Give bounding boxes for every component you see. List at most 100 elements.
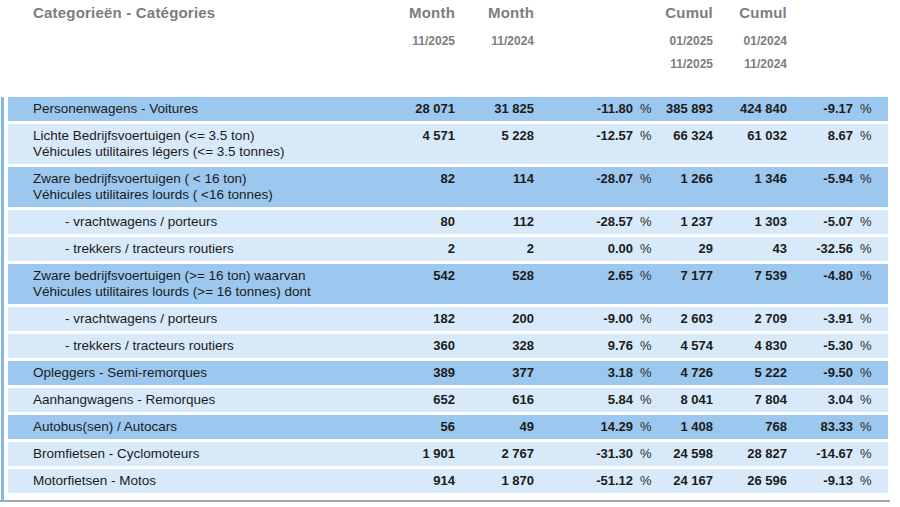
column-header-percent-spacer [633,0,650,97]
cumul-current-value: 4 574 [650,338,713,354]
table-header: Categorieën - Catégories Month 11/2025 M… [8,0,900,97]
month-change-percent-value: -51.12 [534,473,633,489]
month-current-value: 56 [356,419,455,435]
percent-symbol: % [853,473,880,489]
percent-symbol: % [853,101,880,117]
month-current-value: 80 [356,214,455,230]
percent-symbol: % [633,268,650,284]
cumul-change-percent-value: -9.17 [787,101,853,117]
cumul-change-percent-value: 8.67 [787,128,853,144]
category-column-title: Categorieën - Catégories [8,4,356,21]
cumul-current-title: Cumul [650,4,713,21]
cumul-previous-value: 1 346 [713,171,787,187]
month-change-percent-value: 14.29 [534,419,633,435]
percent-symbol: % [633,338,650,354]
cumul-current-value: 29 [650,241,713,257]
cumul-previous-value: 4 830 [713,338,787,354]
table-row: Lichte Bedrijfsvoertuigen (<= 3.5 ton)Vé… [8,124,888,164]
month-current-value: 2 [356,241,455,257]
table-row: - vrachtwagens / porteurs 80 112 -28.57 … [8,210,888,234]
month-change-percent-value: -31.30 [534,446,633,462]
month-current-value: 4 571 [356,128,455,144]
month-current-value: 542 [356,268,455,284]
table-row: Bromfietsen - Cyclomoteurs 1 901 2 767 -… [8,442,888,466]
column-header-cumul-change-spacer [787,0,853,97]
row-label-line: Véhicules utilitaires légers (<= 3.5 ton… [33,144,356,160]
column-header-month-current: Month 11/2025 [356,0,455,97]
month-change-percent-value: 2.65 [534,268,633,284]
row-label-line: Véhicules utilitaires lourds ( <16 tonne… [33,187,356,203]
row-label-line: Autobus(sen) / Autocars [33,419,356,435]
percent-symbol: % [633,473,650,489]
month-change-percent-value: -11.80 [534,101,633,117]
cumul-previous-period-from: 01/2024 [713,30,787,53]
month-current-title: Month [356,4,455,21]
category-column-header: Categorieën - Catégories [8,0,356,97]
row-label: Autobus(sen) / Autocars [8,419,356,435]
row-label: Bromfietsen - Cyclomoteurs [8,446,356,462]
month-previous-value: 200 [455,311,534,327]
percent-symbol: % [853,171,880,187]
percent-symbol: % [853,419,880,435]
cumul-change-percent-value: -5.30 [787,338,853,354]
cumul-previous-value: 43 [713,241,787,257]
month-previous-value: 377 [455,365,534,381]
cumul-change-percent-value: -5.07 [787,214,853,230]
row-label: Opleggers - Semi-remorques [8,365,356,381]
table-row: Zware bedrijfsvoertuigen (>= 16 ton) waa… [8,264,888,304]
table-row: Autobus(sen) / Autocars 56 49 14.29 % 1 … [8,415,888,439]
table-left-border [1,97,4,500]
percent-symbol: % [853,365,880,381]
month-previous-title: Month [455,4,534,21]
cumul-previous-value: 768 [713,419,787,435]
row-label: Zware bedrijfsvoertuigen ( < 16 ton)Véhi… [8,171,356,203]
row-label-line: Bromfietsen - Cyclomoteurs [33,446,356,462]
month-change-percent-value: -28.57 [534,214,633,230]
cumul-current-period-from: 01/2025 [650,30,713,53]
column-header-cumul-previous: Cumul 01/2024 11/2024 [713,0,787,97]
cumul-change-percent-value: -9.50 [787,365,853,381]
cumul-current-value: 66 324 [650,128,713,144]
cumul-previous-value: 26 596 [713,473,787,489]
cumul-current-value: 1 408 [650,419,713,435]
month-change-percent-value: -12.57 [534,128,633,144]
cumul-previous-value: 61 032 [713,128,787,144]
cumul-current-value: 8 041 [650,392,713,408]
cumul-current-period-to: 11/2025 [650,53,713,76]
table-row: Aanhangwagens - Remorques 652 616 5.84 %… [8,388,888,412]
cumul-change-percent-value: -32.56 [787,241,853,257]
percent-symbol: % [633,101,650,117]
percent-symbol: % [853,214,880,230]
row-label-line: - trekkers / tracteurs routiers [65,338,356,354]
row-label-line: - vrachtwagens / porteurs [65,214,356,230]
table-row: - trekkers / tracteurs routiers 2 2 0.00… [8,237,888,261]
cumul-current-value: 385 893 [650,101,713,117]
vehicle-registrations-statistics-table: Categorieën - Catégories Month 11/2025 M… [0,0,900,507]
month-change-percent-value: -9.00 [534,311,633,327]
cumul-previous-value: 28 827 [713,446,787,462]
month-previous-value: 328 [455,338,534,354]
percent-symbol: % [633,392,650,408]
row-label-line: Aanhangwagens - Remorques [33,392,356,408]
table-row: Motorfietsen - Motos 914 1 870 -51.12 % … [8,469,888,493]
row-label: - vrachtwagens / porteurs [8,311,356,327]
row-label: Aanhangwagens - Remorques [8,392,356,408]
month-current-value: 28 071 [356,101,455,117]
percent-symbol: % [853,446,880,462]
percent-symbol: % [853,241,880,257]
cumul-current-value: 4 726 [650,365,713,381]
cumul-change-percent-value: 83.33 [787,419,853,435]
percent-symbol: % [633,419,650,435]
cumul-change-percent-value: -14.67 [787,446,853,462]
month-previous-value: 1 870 [455,473,534,489]
percent-symbol: % [853,268,880,284]
row-label-line: - trekkers / tracteurs routiers [65,241,356,257]
row-label-line: Personenwagens - Voitures [33,101,356,117]
month-previous-value: 2 [455,241,534,257]
cumul-previous-value: 424 840 [713,101,787,117]
percent-symbol: % [633,446,650,462]
month-current-value: 360 [356,338,455,354]
percent-symbol: % [853,338,880,354]
cumul-current-value: 2 603 [650,311,713,327]
month-current-value: 389 [356,365,455,381]
